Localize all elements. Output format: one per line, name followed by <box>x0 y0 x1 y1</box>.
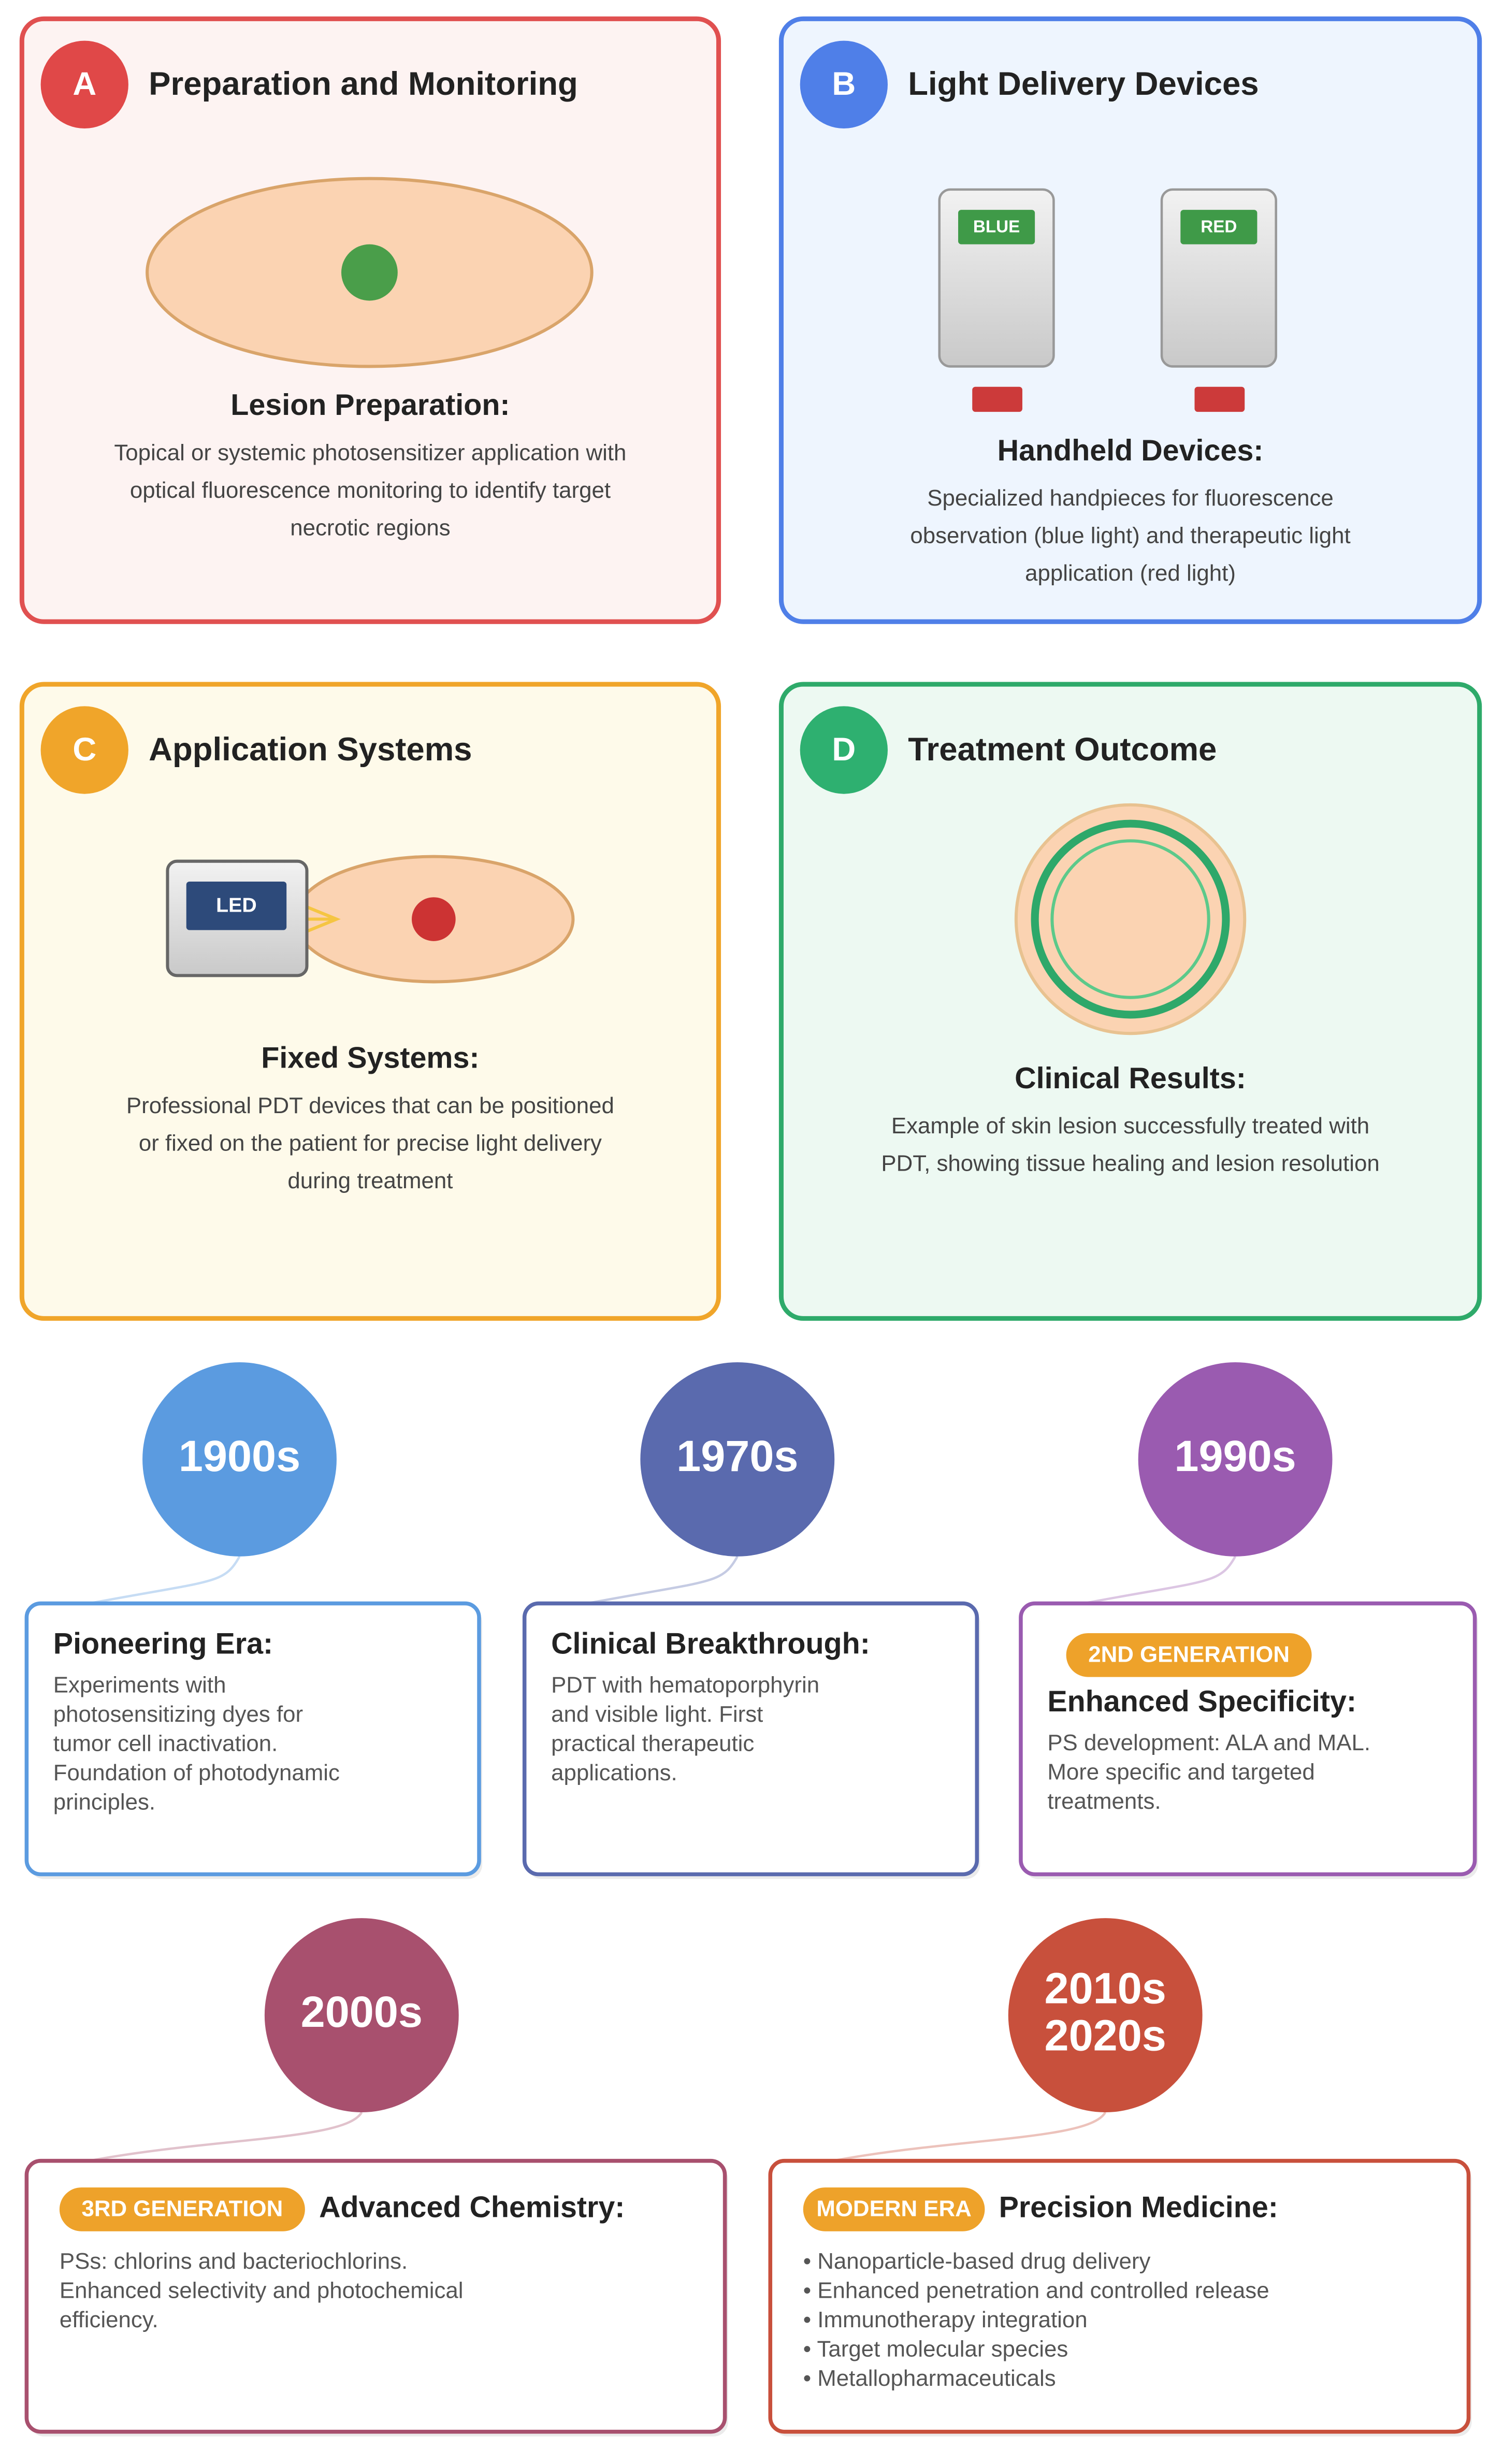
panel-description: Topical or systemic photosensitizer appl… <box>114 440 626 465</box>
timeline-description: Enhanced selectivity and photochemical <box>60 2278 464 2303</box>
timeline-description: • Metallopharmaceuticals <box>803 2366 1056 2391</box>
connector <box>832 2111 1107 2162</box>
panel-letter: A <box>73 66 96 102</box>
connector <box>587 1555 739 1605</box>
era-label: 2010s <box>1045 1964 1166 2013</box>
timeline-description: photosensitizing dyes for <box>53 1702 303 1727</box>
timeline-title: Enhanced Specificity: <box>1047 1685 1356 1718</box>
timeline-description: and visible light. First <box>551 1702 763 1727</box>
panel <box>778 16 1482 624</box>
lesion-spot <box>412 897 456 941</box>
led-label-bg <box>186 881 287 930</box>
panel-description: optical fluorescence monitoring to ident… <box>130 478 611 503</box>
panel-title: Light Delivery Devices <box>908 66 1259 102</box>
timeline-description: PS development: ALA and MAL. <box>1047 1730 1370 1755</box>
era-label: 1900s <box>179 1431 300 1480</box>
device-label: RED <box>1201 218 1237 237</box>
panel-subtitle: Lesion Preparation: <box>230 388 510 422</box>
era-circle <box>142 1362 337 1557</box>
panel-subtitle: Clinical Results: <box>1015 1062 1246 1095</box>
generation-badge <box>803 2187 985 2231</box>
era-circle <box>1138 1362 1333 1557</box>
device-tip <box>1194 386 1245 412</box>
panel-description: Specialized handpieces for fluorescence <box>927 485 1334 511</box>
photosensitizer-spot <box>341 244 398 301</box>
timeline-description: treatments. <box>1047 1789 1161 1814</box>
panel-description: or fixed on the patient for precise ligh… <box>139 1130 602 1156</box>
era-label: 2020s <box>1045 2010 1166 2059</box>
panel-title: Preparation and Monitoring <box>149 66 578 102</box>
timeline-description: efficiency. <box>60 2307 158 2332</box>
timeline-title: Pioneering Era: <box>53 1627 273 1660</box>
panel-title: Treatment Outcome <box>908 731 1217 768</box>
panel-letter: C <box>73 731 96 768</box>
timeline-description: • Nanoparticle-based drug delivery <box>803 2249 1151 2274</box>
panel-subtitle: Fixed Systems: <box>261 1042 479 1075</box>
timeline-description: Foundation of photodynamic <box>53 1760 340 1785</box>
panel-title: Application Systems <box>149 731 472 768</box>
timeline-title: Precision Medicine: <box>999 2191 1278 2224</box>
connector <box>89 1555 241 1605</box>
era-label: 2000s <box>301 1987 423 2036</box>
timeline-description: Experiments with <box>53 1672 226 1697</box>
healed-skin <box>1014 803 1247 1035</box>
panel-description: Professional PDT devices that can be pos… <box>126 1093 614 1118</box>
panel-badge <box>800 706 888 794</box>
panel-badge <box>40 40 128 128</box>
timeline-description: tumor cell inactivation. <box>53 1731 278 1756</box>
device-tip <box>972 386 1022 412</box>
era-circle <box>1008 1918 1203 2112</box>
timeline-description: principles. <box>53 1789 155 1814</box>
device-label-bg <box>958 210 1035 244</box>
timeline-card <box>522 1601 979 1877</box>
healing-ring-inner <box>1050 839 1210 999</box>
panel-badge <box>800 40 888 128</box>
timeline-title: Advanced Chemistry: <box>319 2191 625 2224</box>
generation-badge-text: 2ND GENERATION <box>1088 1641 1290 1667</box>
timeline-description: • Enhanced penetration and controlled re… <box>803 2278 1269 2303</box>
generation-badge-text: MODERN ERA <box>816 2196 972 2221</box>
panel-description: application (red light) <box>1025 560 1236 586</box>
timeline-description: More specific and targeted <box>1047 1760 1314 1785</box>
timeline-title: Clinical Breakthrough: <box>551 1627 870 1660</box>
timeline-description: PDT with hematoporphyrin <box>551 1672 819 1697</box>
connector <box>89 2111 363 2162</box>
timeline-description: • Immunotherapy integration <box>803 2307 1088 2332</box>
timeline-description: applications. <box>551 1760 677 1785</box>
era-label: 1970s <box>676 1431 798 1480</box>
panel-description: PDT, showing tissue healing and lesion r… <box>881 1151 1379 1176</box>
connector <box>1083 1555 1237 1605</box>
led-label: LED <box>216 894 257 917</box>
panel-description: during treatment <box>287 1168 453 1193</box>
panel-letter: B <box>832 66 856 102</box>
timeline-card <box>24 1601 481 1877</box>
generation-badge <box>1066 1633 1312 1677</box>
timeline-description: • Target molecular species <box>803 2336 1068 2361</box>
generation-badge-text: 3RD GENERATION <box>81 2196 283 2221</box>
timeline-description: PSs: chlorins and bacteriochlorins. <box>60 2249 408 2274</box>
era-circle <box>640 1362 835 1557</box>
panel-description: observation (blue light) and therapeutic… <box>910 523 1350 549</box>
device-label-bg <box>1180 210 1258 244</box>
panel-subtitle: Handheld Devices: <box>998 434 1264 467</box>
era-label: 1990s <box>1174 1431 1296 1480</box>
timeline-description: practical therapeutic <box>551 1731 754 1756</box>
healing-ring <box>1031 819 1230 1019</box>
era-circle <box>264 1918 459 2112</box>
generation-badge <box>59 2187 305 2231</box>
panel-description: Example of skin lesion successfully trea… <box>891 1113 1369 1139</box>
panel-description: necrotic regions <box>290 515 450 540</box>
panel <box>19 682 721 1321</box>
panel-badge <box>40 706 128 794</box>
panel-letter: D <box>832 731 856 768</box>
device-label: BLUE <box>973 218 1020 237</box>
